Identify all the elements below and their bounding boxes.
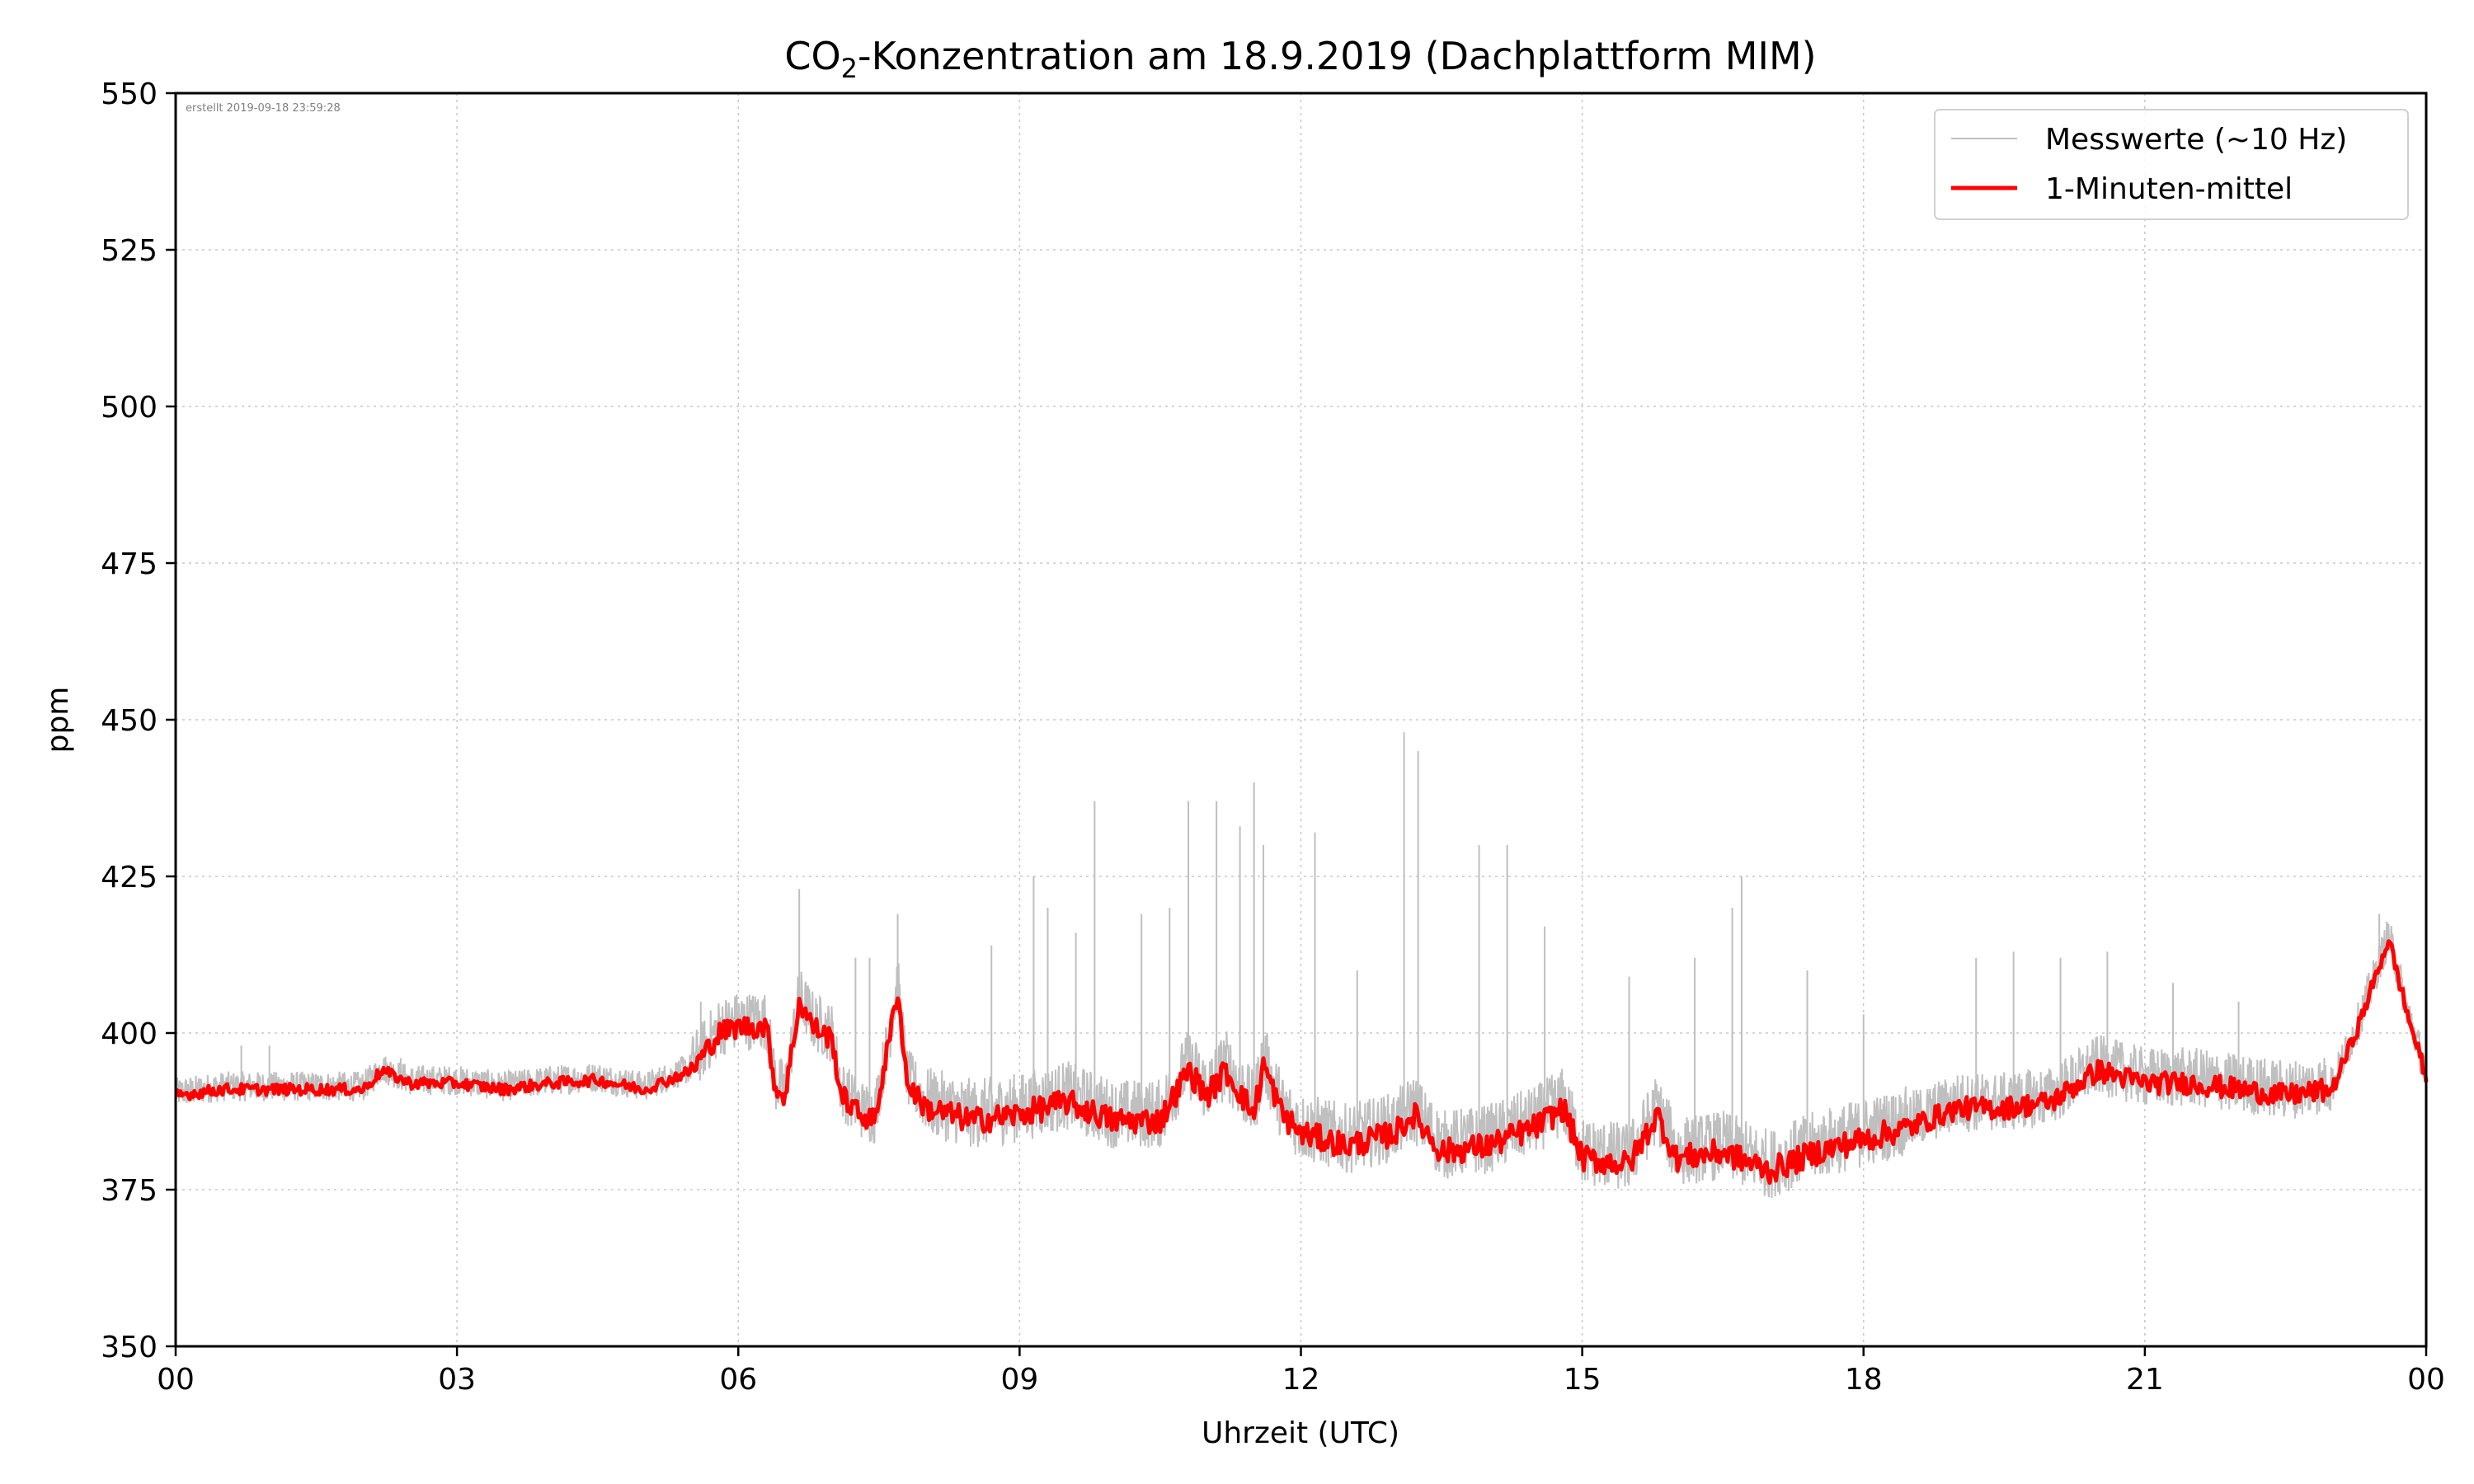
y-tick-label: 400	[101, 1017, 158, 1051]
plot-area	[175, 732, 2429, 1198]
y-tick-label: 375	[101, 1174, 158, 1208]
x-tick-label: 21	[2126, 1363, 2164, 1397]
legend-label-messwerte: Messwerte (~10 Hz)	[2045, 123, 2347, 157]
y-tick-label: 550	[101, 77, 158, 111]
x-tick-label: 18	[1845, 1363, 1883, 1397]
x-tick-label: 00	[2407, 1363, 2445, 1397]
y-tick-label: 425	[101, 861, 158, 895]
axis-ticks: 00 03 06 09 12 15 18 21 003503754004254504755005…	[101, 77, 2445, 1397]
legend-label-mittel: 1-Minuten-mittel	[2045, 172, 2293, 206]
x-tick-label: 06	[719, 1363, 757, 1397]
y-tick-label: 350	[101, 1331, 158, 1364]
x-tick-label: 09	[1000, 1363, 1038, 1397]
y-axis-label: ppm	[41, 687, 75, 754]
x-tick-label: 15	[1564, 1363, 1602, 1397]
x-tick-label: 00	[157, 1363, 195, 1397]
x-tick-label: 12	[1282, 1363, 1320, 1397]
x-tick-label: 03	[438, 1363, 476, 1397]
y-tick-label: 475	[101, 547, 158, 581]
legend-box	[1934, 109, 2409, 220]
y-tick-label: 525	[101, 234, 158, 268]
series-messwerte-line	[175, 921, 2427, 1198]
y-tick-label: 500	[101, 391, 158, 425]
grid-lines	[176, 93, 2426, 1346]
chart-title: CO2-Konzentration am 18.9.2019 (Dachplat…	[784, 34, 1816, 84]
y-tick-label: 450	[101, 704, 158, 738]
x-axis-label: Uhrzeit (UTC)	[1202, 1416, 1399, 1450]
legend: Messwerte (~10 Hz) 1-Minuten-mittel	[1934, 109, 2409, 220]
series-1-minuten-mittel-line	[175, 939, 2429, 1186]
timestamp-annotation: erstellt 2019-09-18 23:59:28	[186, 102, 341, 115]
